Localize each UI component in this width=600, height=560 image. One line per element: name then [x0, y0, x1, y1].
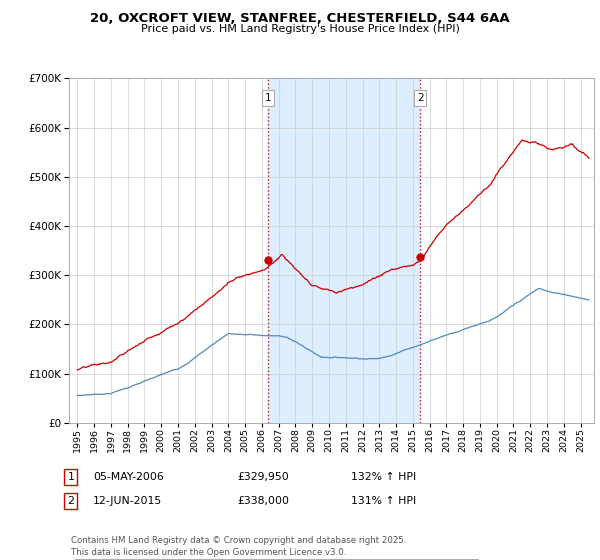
Text: 12-JUN-2015: 12-JUN-2015 [93, 496, 162, 506]
Text: 1: 1 [67, 472, 74, 482]
Text: Price paid vs. HM Land Registry's House Price Index (HPI): Price paid vs. HM Land Registry's House … [140, 24, 460, 34]
Text: £338,000: £338,000 [237, 496, 289, 506]
Text: 1: 1 [265, 93, 271, 103]
Text: 20, OXCROFT VIEW, STANFREE, CHESTERFIELD, S44 6AA: 20, OXCROFT VIEW, STANFREE, CHESTERFIELD… [90, 12, 510, 25]
Text: 2: 2 [67, 496, 74, 506]
Text: 131% ↑ HPI: 131% ↑ HPI [351, 496, 416, 506]
Text: 05-MAY-2006: 05-MAY-2006 [93, 472, 164, 482]
Text: 132% ↑ HPI: 132% ↑ HPI [351, 472, 416, 482]
Text: £329,950: £329,950 [237, 472, 289, 482]
Legend: 20, OXCROFT VIEW, STANFREE, CHESTERFIELD, S44 6AA (detached house), HPI: Average: 20, OXCROFT VIEW, STANFREE, CHESTERFIELD… [74, 559, 479, 560]
Text: 2: 2 [417, 93, 424, 103]
Bar [268, 78, 421, 423]
Text: Contains HM Land Registry data © Crown copyright and database right 2025.
This d: Contains HM Land Registry data © Crown c… [71, 536, 406, 557]
